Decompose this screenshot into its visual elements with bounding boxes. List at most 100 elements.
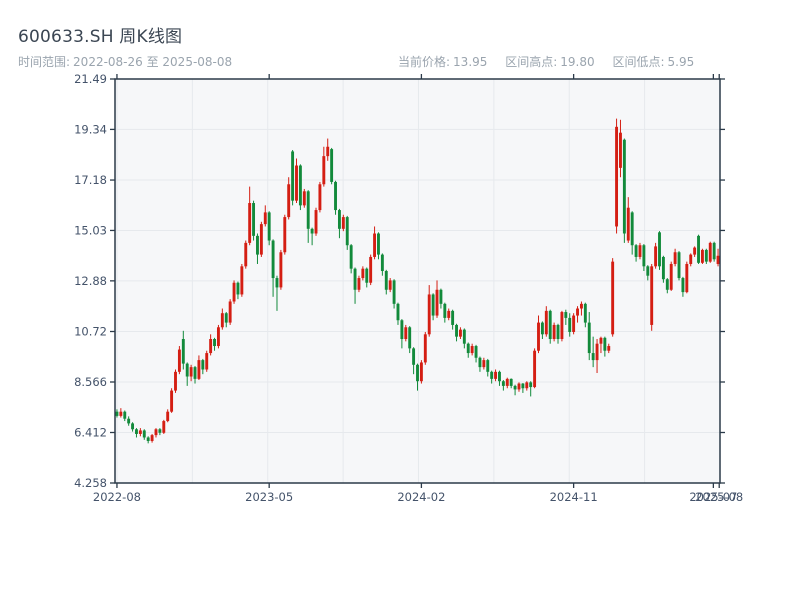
x-tick-label: 2025-07 (689, 490, 737, 504)
candle (560, 310, 564, 342)
candle (256, 233, 259, 264)
y-tick-label: 19.34 (74, 122, 107, 136)
candle (166, 409, 170, 423)
candle (498, 370, 501, 386)
candle (505, 377, 509, 389)
candle (611, 258, 615, 337)
candle (302, 188, 306, 208)
candle (138, 428, 142, 437)
candle (295, 158, 298, 204)
candle (174, 369, 177, 393)
candle (665, 278, 669, 294)
candle (646, 265, 650, 281)
candle (572, 313, 576, 335)
candle (384, 269, 388, 295)
candle (619, 119, 622, 178)
candle (158, 428, 162, 436)
candle (408, 326, 412, 354)
candle (345, 215, 349, 250)
candle (447, 308, 451, 321)
candle (587, 312, 591, 361)
candle (533, 348, 537, 389)
candle (689, 253, 693, 267)
candle (576, 306, 579, 323)
candle (330, 147, 334, 185)
candle (704, 248, 708, 264)
candle (693, 246, 697, 257)
candle (287, 177, 291, 220)
candle (357, 275, 361, 293)
time-range-value: 2022-08-26 至 2025-08-08 (73, 55, 233, 69)
candle (634, 244, 638, 262)
candle (451, 309, 455, 330)
candles (115, 118, 720, 444)
current-price-stat: 当前价格: 13.95 (398, 55, 488, 69)
price-stats: 当前价格: 13.95 区间高点: 19.80 区间低点: 5.95 (398, 53, 708, 70)
candle (599, 336, 603, 354)
candle (259, 221, 263, 257)
candle (150, 433, 154, 443)
candle (248, 186, 252, 246)
candle (220, 308, 224, 330)
candle (334, 180, 337, 215)
candle (462, 328, 466, 349)
candle (224, 312, 228, 328)
candle (537, 315, 540, 354)
candle (341, 214, 345, 232)
y-tick-label: 17.18 (74, 173, 107, 187)
candle (685, 261, 689, 294)
candle (529, 381, 533, 397)
candle (615, 118, 619, 234)
candle (373, 226, 377, 260)
x-tick-label: 2024-11 (550, 490, 598, 504)
candle (595, 339, 599, 373)
candle (314, 207, 318, 236)
candle (369, 254, 373, 286)
candle (388, 278, 392, 293)
candle (318, 181, 322, 213)
candle (135, 428, 138, 438)
candle (712, 241, 716, 262)
candle (240, 263, 244, 297)
x-tick-label: 2022-08 (93, 490, 141, 504)
candle (466, 342, 470, 358)
y-tick-label: 12.88 (74, 274, 107, 288)
candle (228, 299, 232, 325)
candle (708, 241, 712, 263)
candle (552, 322, 556, 342)
candle (626, 197, 630, 243)
candle (482, 357, 486, 370)
candle (486, 358, 490, 377)
candle (396, 302, 400, 325)
candle (431, 293, 435, 321)
x-tick-label: 2024-02 (397, 490, 445, 504)
y-tick-label: 15.03 (74, 223, 107, 237)
page-title: 600633.SH 周K线图 (18, 27, 183, 47)
y-tick-label: 21.49 (74, 72, 107, 86)
candle (591, 336, 595, 368)
candle (365, 267, 369, 288)
candle (263, 205, 267, 227)
candle (513, 384, 517, 396)
candle (525, 381, 529, 391)
candle (478, 356, 482, 372)
candle (654, 242, 658, 269)
candle (458, 327, 462, 340)
current-price-value: 13.95 (453, 55, 488, 69)
candle (423, 331, 427, 365)
candle (716, 248, 720, 267)
candle (127, 416, 131, 426)
candle (697, 234, 700, 264)
candle (377, 232, 380, 260)
candle (700, 248, 704, 264)
candle (146, 436, 150, 444)
candle (439, 288, 443, 309)
range-low-value: 5.95 (667, 55, 695, 69)
candle (658, 231, 661, 270)
candle (271, 239, 275, 297)
candle (544, 306, 548, 337)
candle (267, 211, 271, 246)
candle (213, 337, 216, 351)
candle (279, 249, 283, 290)
